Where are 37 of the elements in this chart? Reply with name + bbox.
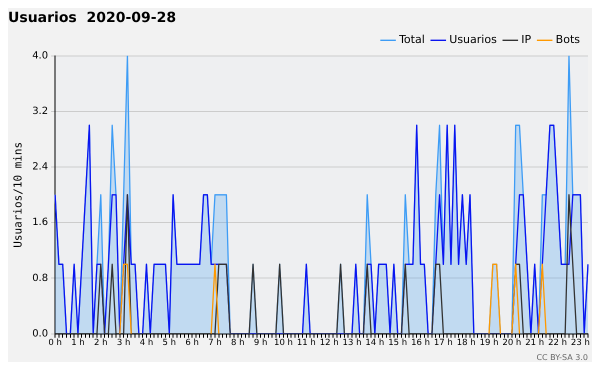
x-tick-label: 14 h <box>365 338 384 348</box>
x-tick-label: 7 h <box>208 338 222 348</box>
x-tick-label: 13 h <box>342 338 362 348</box>
x-tick-label: 22 h <box>548 338 567 348</box>
y-axis-title: Usuarios/10 mins <box>11 142 24 248</box>
chart-title: Usuarios 2020-09-28 <box>8 10 176 26</box>
x-tick-label: 20 h <box>502 338 522 348</box>
x-tick-label: 21 h <box>525 338 544 348</box>
x-tick-label: 16 h <box>411 338 430 348</box>
y-tick-label: 0.0 <box>32 328 48 340</box>
x-tick-label: 0 h <box>48 338 62 348</box>
y-tick-label: 1.6 <box>32 217 48 228</box>
x-tick-label: 17 h <box>434 338 453 348</box>
legend-label: Usuarios <box>449 33 498 46</box>
legend-label: Bots <box>556 33 580 46</box>
x-tick-label: 19 h <box>480 338 498 348</box>
x-tick-label: 6 h <box>185 338 199 348</box>
x-tick-label: 9 h <box>254 338 268 348</box>
x-tick-label: 18 h <box>456 338 476 348</box>
x-tick-label: 3 h <box>116 338 130 348</box>
x-tick-label: 1 h <box>71 338 85 348</box>
x-tick-label: 11 h <box>296 338 316 348</box>
y-tick-label: 2.4 <box>32 162 48 173</box>
x-tick-label: 23 h <box>570 338 590 348</box>
text: CC BY-SA 3.0 <box>536 353 588 362</box>
legend-label: IP <box>521 33 532 46</box>
x-tick-label: 8 h <box>231 338 245 348</box>
legend-label: Total <box>398 33 425 46</box>
y-tick-label: 4.0 <box>32 50 48 62</box>
x-tick-label: 10 h <box>274 338 293 348</box>
x-tick-label: 12 h <box>320 338 339 348</box>
x-tick-label: 5 h <box>162 338 176 348</box>
y-tick-label: 0.8 <box>32 272 48 284</box>
y-tick-label: 3.2 <box>32 106 48 117</box>
x-tick-label: 2 h <box>94 338 108 348</box>
x-tick-label: 15 h <box>388 338 408 348</box>
x-tick-label: 4 h <box>140 338 154 348</box>
